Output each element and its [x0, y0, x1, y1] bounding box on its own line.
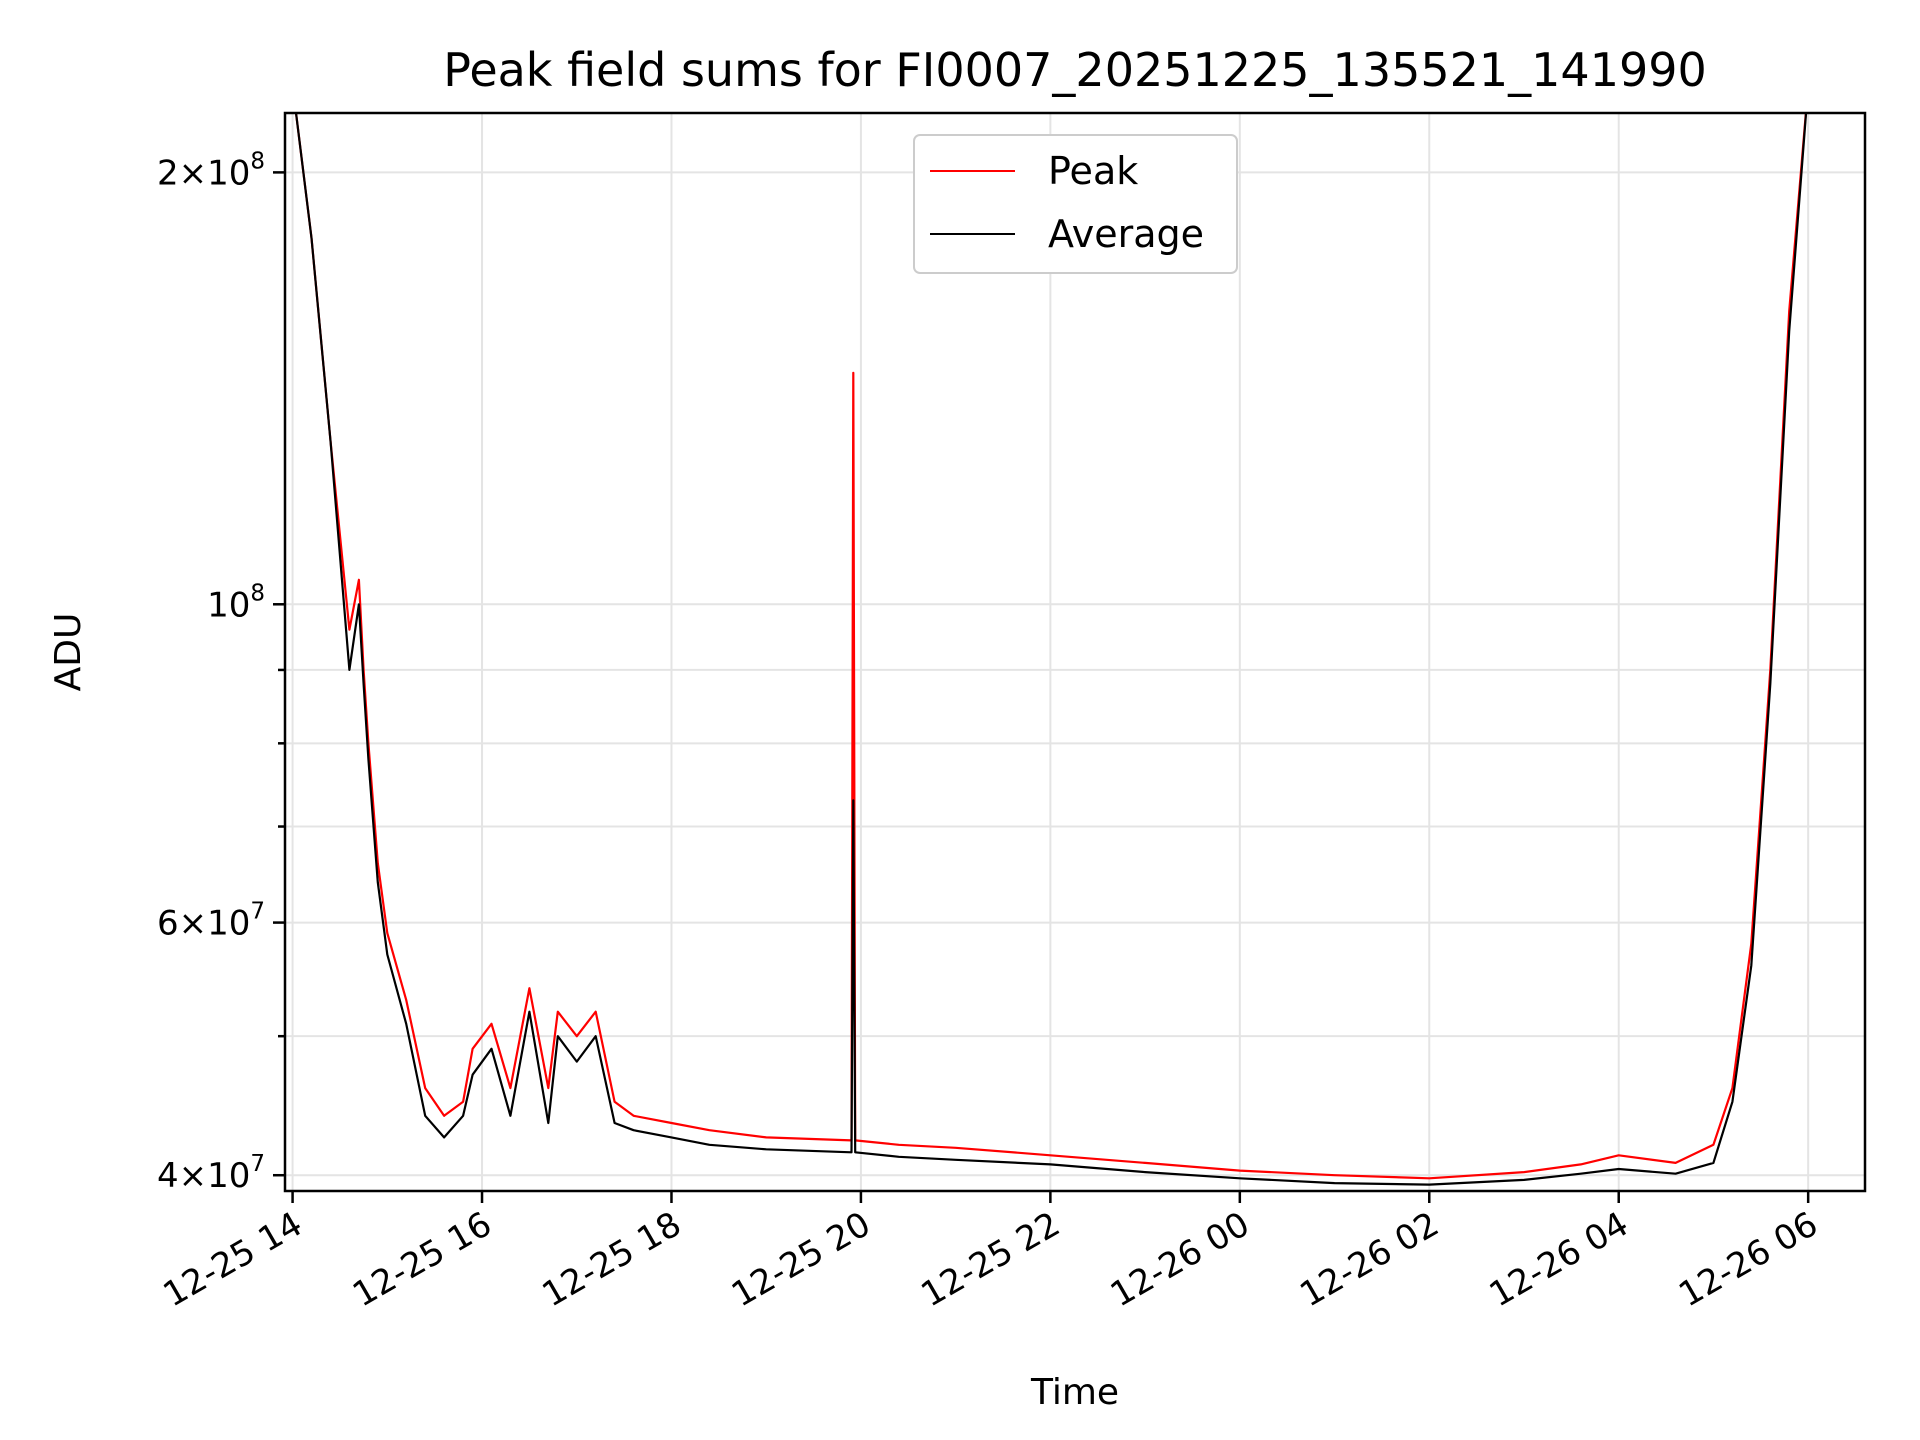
legend-average-label: Average [1048, 212, 1204, 256]
series-line-peak [294, 113, 1807, 1180]
grid-layer [285, 113, 1865, 1191]
y-tick-label: 108 [207, 580, 265, 625]
plot-area [283, 111, 1867, 1193]
y-tick-label: 4×107 [157, 1151, 265, 1196]
chart-title: Peak field sums for FI0007_20251225_1355… [443, 43, 1707, 97]
x-axis-label: Time [1030, 1372, 1119, 1413]
y-tick-label: 6×107 [157, 899, 265, 944]
y-axis-label: ADU [48, 613, 89, 692]
legend: Peak Average [913, 134, 1238, 274]
legend-peak-label: Peak [1048, 149, 1138, 193]
series-layer [294, 113, 1808, 1186]
y-tick-label: 2×108 [157, 148, 265, 193]
legend-box [913, 134, 1238, 274]
series-line-average [294, 113, 1808, 1186]
